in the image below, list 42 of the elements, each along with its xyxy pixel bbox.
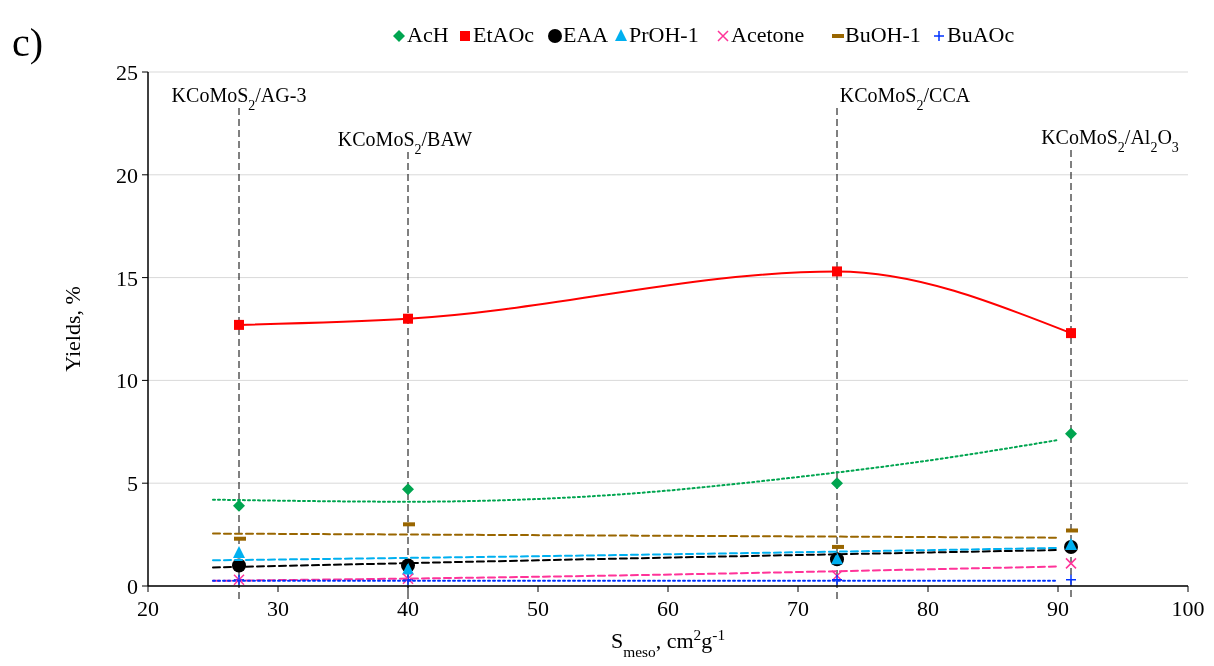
y-tick-label: 15 <box>116 265 138 291</box>
point <box>1065 574 1077 586</box>
x-tick-label: 30 <box>267 596 289 621</box>
point <box>831 477 843 490</box>
point <box>1066 328 1076 339</box>
point <box>402 562 414 575</box>
point <box>831 569 843 582</box>
text: c) <box>12 20 44 65</box>
point <box>831 574 843 586</box>
legend-label: BuAOc <box>947 22 1015 47</box>
point <box>234 319 244 330</box>
ref-line-label: KCoMoS$_{2}$/AG-3 <box>171 84 307 113</box>
x-tick-label: 50 <box>527 596 549 621</box>
point <box>1065 427 1077 440</box>
legend-label: EAA <box>563 22 609 47</box>
x-tick-label: 80 <box>917 596 939 621</box>
y-tick-label: 20 <box>116 162 138 188</box>
x-tick-label: 100 <box>1171 596 1205 621</box>
x-tick-label: 60 <box>657 596 679 621</box>
point <box>1065 537 1077 550</box>
ref-line-label: KCoMoS$_{2}$/CCA <box>839 84 971 113</box>
legend-label: EtAOc <box>473 22 535 47</box>
x-axis-title: S$_{meso}$, cm$^{2}$g$^{-1}$ <box>610 625 726 660</box>
legend-label: BuOH-1 <box>845 22 921 47</box>
y-tick-label: 5 <box>127 471 138 497</box>
ref-line-label: KCoMoS$_{2}$/Al$_{2}$O$_{3}$ <box>1041 126 1179 155</box>
legend-label: Acetone <box>731 22 805 47</box>
point <box>402 483 414 496</box>
legend-label: AcH <box>407 22 449 47</box>
y-tick-label: 0 <box>127 574 138 599</box>
point <box>403 313 413 324</box>
point <box>233 546 245 559</box>
ref-line-label: KCoMoS$_{2}$/BAW <box>337 128 473 157</box>
x-tick-label: 70 <box>787 596 809 621</box>
legend-label: PrOH-1 <box>629 22 699 47</box>
y-tick-label: 10 <box>116 368 138 394</box>
y-axis-title: Yields, % <box>60 286 85 372</box>
y-tick-label: 25 <box>116 60 138 85</box>
x-tick-label: 40 <box>397 596 419 621</box>
point <box>832 266 842 277</box>
x-tick-label: 90 <box>1047 596 1069 621</box>
point <box>1065 557 1077 570</box>
